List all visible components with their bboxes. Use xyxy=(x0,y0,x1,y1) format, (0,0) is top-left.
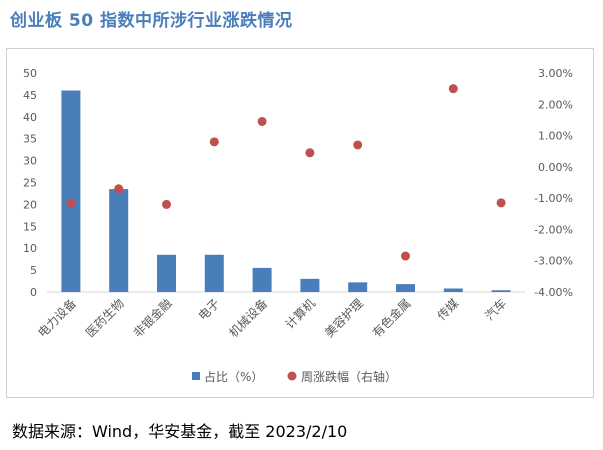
data-point xyxy=(209,137,219,147)
category-label: 机械设备 xyxy=(226,296,271,341)
category-label: 电子 xyxy=(196,296,223,323)
category-label: 计算机 xyxy=(282,296,318,332)
category-label: 非银金融 xyxy=(130,296,175,341)
data-point xyxy=(162,199,171,209)
left-tick-label: 25 xyxy=(23,177,37,190)
category-label: 汽车 xyxy=(482,296,510,324)
legend-bar-swatch xyxy=(192,372,200,380)
left-tick-label: 35 xyxy=(23,133,37,146)
category-label: 电力设备 xyxy=(35,296,79,340)
left-tick-label: 50 xyxy=(23,67,37,80)
data-point xyxy=(353,140,363,150)
legend-dot-label: 周涨跌幅（右轴） xyxy=(301,369,397,384)
data-point xyxy=(257,116,267,126)
right-tick-label: 2.00% xyxy=(538,98,573,111)
category-label: 传媒 xyxy=(434,296,462,324)
legend-dot-swatch xyxy=(287,371,297,381)
scatter-series xyxy=(66,84,506,261)
category-labels: 电力设备 医药生物 非银金融 电子 机械设备 计算机 美容护理 有色金属 传媒 汽车 xyxy=(35,296,509,341)
bar xyxy=(204,254,224,292)
bar xyxy=(443,288,463,292)
left-tick-label: 40 xyxy=(23,111,37,124)
data-point xyxy=(401,251,410,261)
right-tick-label: -1.00% xyxy=(534,192,573,205)
legend: 占比（%） 周涨跌幅（右轴） xyxy=(192,369,397,384)
bar xyxy=(109,189,129,292)
bar xyxy=(157,254,176,292)
left-tick-label: 20 xyxy=(23,198,37,211)
bar-series xyxy=(61,90,511,293)
data-point xyxy=(114,184,124,194)
right-tick-label: 3.00% xyxy=(538,67,573,80)
left-tick-label: 0 xyxy=(30,286,37,299)
data-point xyxy=(305,148,315,158)
category-label: 医药生物 xyxy=(83,296,127,340)
bar xyxy=(396,284,415,292)
legend-bar-label: 占比（%） xyxy=(204,369,263,384)
chart-frame xyxy=(6,48,594,398)
chart-title: 创业板 50 指数中所涉行业涨跌情况 xyxy=(10,11,293,31)
category-label: 有色金属 xyxy=(369,296,414,341)
left-axis-ticks: 0 5 10 15 20 25 30 35 40 45 50 xyxy=(23,67,37,299)
right-tick-label: -2.00% xyxy=(534,223,573,236)
data-point xyxy=(66,198,76,208)
data-point xyxy=(496,198,506,208)
bar xyxy=(61,90,81,293)
bar xyxy=(491,290,511,292)
left-tick-label: 15 xyxy=(23,220,37,233)
bar xyxy=(348,282,368,292)
right-axis-ticks: -4.00% -3.00% -2.00% -1.00% 0.00% 1.00% 2.00% 3… xyxy=(534,67,573,299)
bar xyxy=(300,278,320,292)
left-tick-label: 10 xyxy=(23,242,37,255)
bar xyxy=(252,267,272,292)
left-tick-label: 5 xyxy=(30,264,37,277)
right-tick-label: 1.00% xyxy=(538,130,573,143)
data-point xyxy=(448,84,458,94)
right-tick-label: -4.00% xyxy=(534,286,573,299)
category-label: 美容护理 xyxy=(321,296,366,341)
data-source-note: 数据来源：Wind，华安基金，截至 2023/2/10 xyxy=(12,422,348,441)
right-tick-label: -3.00% xyxy=(534,255,573,268)
left-tick-label: 30 xyxy=(23,155,37,168)
left-tick-label: 45 xyxy=(23,89,37,102)
right-tick-label: 0.00% xyxy=(538,161,573,174)
